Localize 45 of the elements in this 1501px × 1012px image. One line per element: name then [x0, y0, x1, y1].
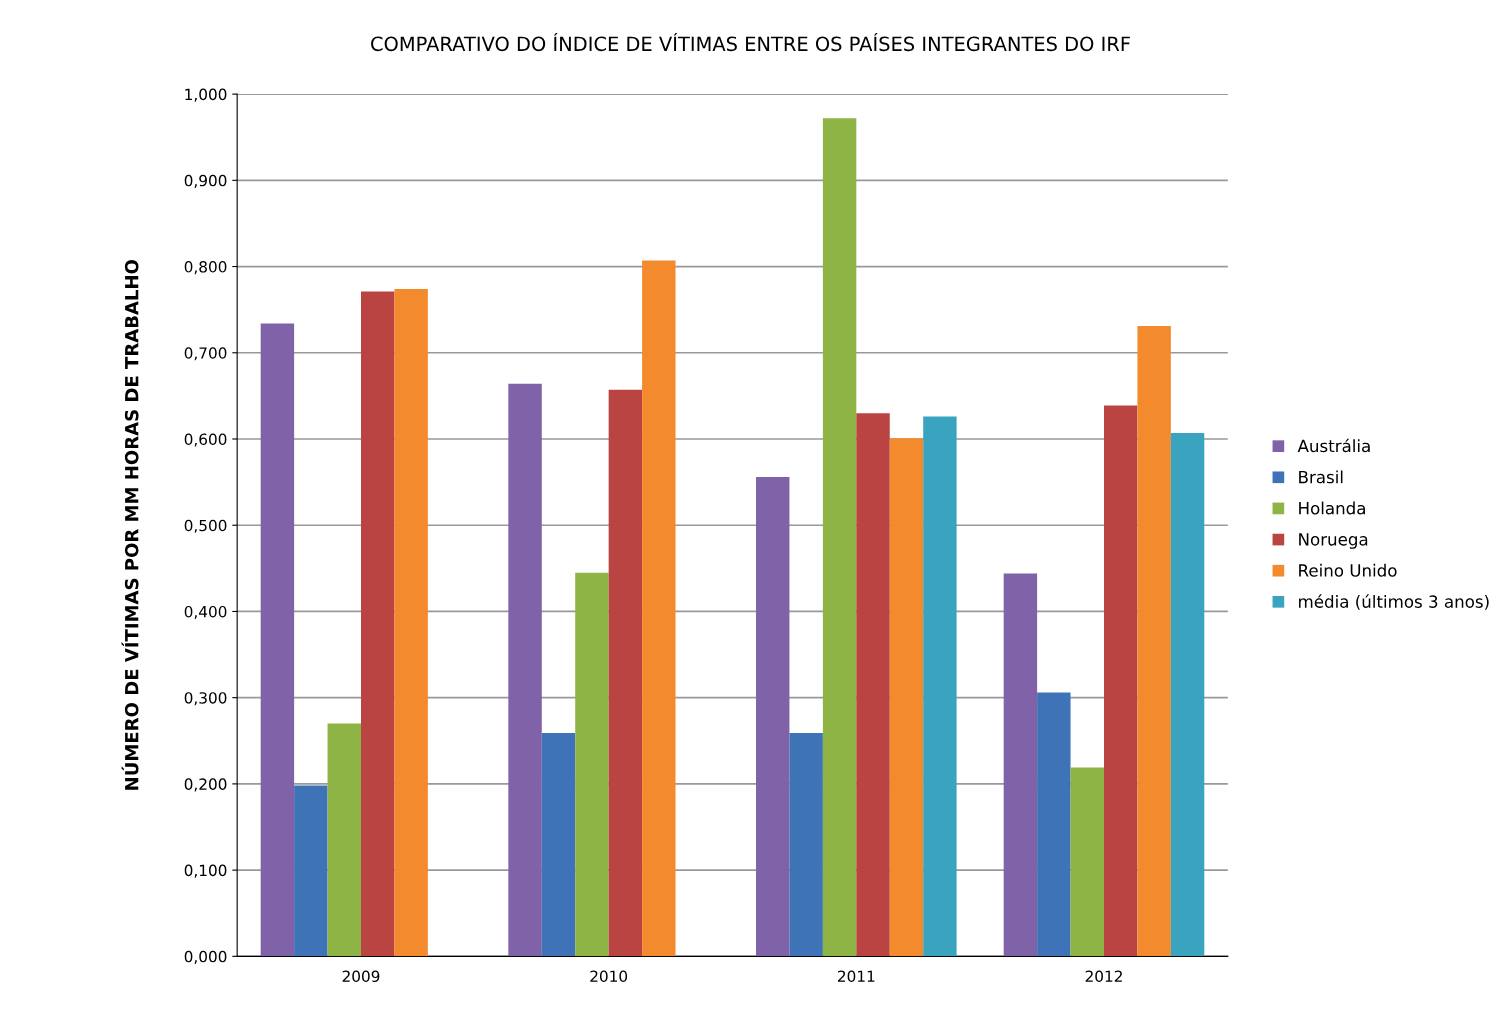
- chart-title: COMPARATIVO DO ÍNDICE DE VÍTIMAS ENTRE OS PAÍSES INTEGRANTES DO IRF: [371, 32, 1130, 52]
- legend-label: média (últimos 3 anos): [1299, 594, 1489, 610]
- bar: [923, 416, 957, 957]
- x-tick-label: 2012: [1085, 970, 1122, 983]
- bar: [360, 291, 395, 957]
- bar: [1137, 326, 1171, 957]
- legend-label: Holanda: [1299, 501, 1365, 515]
- legend-label: Brasil: [1299, 470, 1343, 484]
- bar: [889, 438, 924, 957]
- y-axis-title: NÚMERO DE VÍTIMAS POR MM HORAS DE TRABALHO: [121, 259, 139, 790]
- bar: [541, 733, 576, 957]
- y-tick-label: 0,100: [184, 864, 227, 878]
- bar: [756, 476, 790, 957]
- x-tick-label: 2009: [342, 970, 380, 983]
- x-tick-label: 2011: [838, 970, 875, 983]
- bar: [260, 323, 295, 957]
- bar: [394, 288, 428, 957]
- bar: [822, 118, 857, 957]
- y-tick-label: 0,500: [184, 519, 227, 533]
- x-tick-label: 2010: [590, 970, 628, 983]
- bar: [508, 383, 542, 957]
- legend-label: Noruega: [1299, 533, 1368, 549]
- y-tick-label: 0,300: [184, 692, 227, 706]
- bar: [575, 572, 609, 957]
- bar: [1170, 432, 1205, 957]
- y-tick-label: 0,000: [184, 950, 227, 964]
- legend-label: Austrália: [1297, 438, 1370, 453]
- y-tick-label: 0,800: [184, 261, 227, 275]
- y-tick-label: 0,200: [184, 778, 227, 792]
- y-tick-label: 0,700: [184, 347, 227, 361]
- bar: [1003, 573, 1038, 957]
- y-tick-label: 0,900: [184, 174, 227, 188]
- bar: [608, 389, 643, 957]
- y-tick-label: 0,400: [184, 605, 227, 620]
- legend-label: Reino Unido: [1299, 563, 1397, 577]
- bar: [642, 260, 676, 957]
- bar: [1103, 405, 1138, 957]
- y-tick-label: 0,600: [184, 433, 227, 447]
- bar: [789, 733, 823, 957]
- bar: [327, 723, 361, 957]
- bar: [856, 413, 890, 957]
- bar: [1070, 767, 1104, 957]
- bar: [1037, 692, 1071, 957]
- y-tick-label: 1,000: [185, 88, 227, 102]
- bar: [294, 785, 328, 957]
